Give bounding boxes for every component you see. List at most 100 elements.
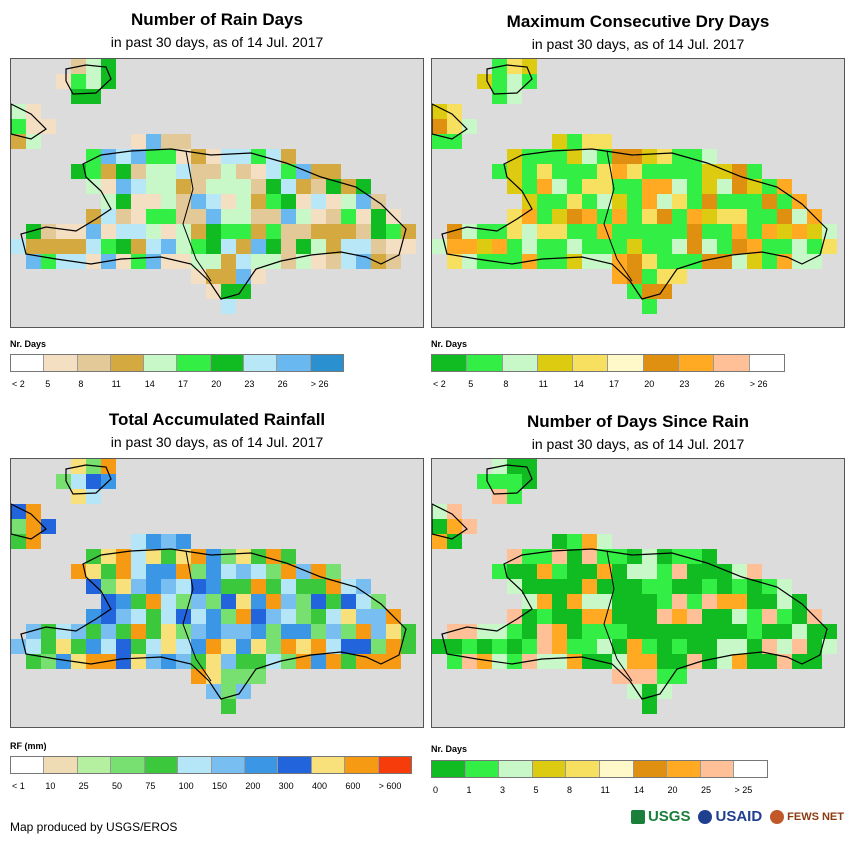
raster-cell [191, 564, 206, 579]
legend-swatch [749, 355, 784, 371]
raster-cell [86, 654, 101, 669]
raster-cell [116, 254, 131, 269]
raster-cell [732, 609, 747, 624]
raster-cell [191, 179, 206, 194]
raster-cell [642, 224, 657, 239]
raster-cell [657, 254, 672, 269]
raster-cell [161, 534, 176, 549]
raster-cell [567, 609, 582, 624]
raster-cell [176, 579, 191, 594]
raster-cell [86, 579, 101, 594]
raster-cell [672, 239, 687, 254]
legend-swatch [244, 757, 279, 773]
legend-swatch [566, 761, 600, 777]
raster-cell [341, 579, 356, 594]
raster-cell [56, 224, 71, 239]
panel-subtitle: in past 30 days, as of 14 Jul. 2017 [531, 436, 745, 452]
legend-label: 300 [278, 781, 294, 791]
raster-cell [747, 624, 762, 639]
raster-cell [642, 269, 657, 284]
raster-cell [386, 654, 401, 669]
raster-cell [567, 579, 582, 594]
raster-cell [341, 639, 356, 654]
legend-label: 8 [503, 379, 509, 389]
raster-cell [612, 164, 627, 179]
raster-cell [296, 179, 311, 194]
raster-cell [236, 549, 251, 564]
raster-cell [762, 579, 777, 594]
raster-cell [131, 194, 146, 209]
raster-cell [537, 164, 552, 179]
raster-cell [311, 654, 326, 669]
raster-cell [597, 179, 612, 194]
raster-cell [191, 639, 206, 654]
raster-cell [221, 224, 236, 239]
raster-cell [161, 579, 176, 594]
raster-cell [26, 519, 41, 534]
raster-cell [221, 164, 236, 179]
island-outline [486, 464, 533, 495]
hispaniola-outline [441, 148, 828, 300]
raster-cell [356, 639, 371, 654]
raster-cell [717, 239, 732, 254]
raster-cell [161, 654, 176, 669]
raster-cell [251, 164, 266, 179]
raster-cell [522, 239, 537, 254]
raster-cell [116, 594, 131, 609]
raster-cell [131, 579, 146, 594]
raster-cell [552, 654, 567, 669]
raster-cell [522, 164, 537, 179]
raster-cell [146, 194, 161, 209]
island-outline [11, 503, 47, 540]
haiti-dr-border [182, 150, 212, 282]
raster-cell [672, 164, 687, 179]
raster-cell [206, 224, 221, 239]
raster-cell [807, 224, 822, 239]
raster-cell [687, 149, 702, 164]
legend-swatch [177, 355, 211, 371]
legend-label: 11 [538, 379, 548, 389]
raster-cell [131, 134, 146, 149]
raster-cell [341, 224, 356, 239]
raster-cell [401, 639, 416, 654]
raster-cell [447, 254, 462, 269]
raster-cell [206, 194, 221, 209]
raster-cell [507, 209, 522, 224]
legend-bar [10, 756, 412, 774]
raster-cell [582, 654, 597, 669]
raster-cell [657, 149, 672, 164]
legend-label: 20 [644, 379, 655, 389]
raster-cell [266, 564, 281, 579]
raster-cell [717, 609, 732, 624]
raster-cell [176, 179, 191, 194]
raster-cell [762, 609, 777, 624]
usgs-logo-text: USGS [647, 808, 691, 825]
raster-cell [326, 624, 341, 639]
raster-cell [251, 194, 266, 209]
raster-cell [116, 639, 131, 654]
raster-cell [386, 639, 401, 654]
raster-cell [11, 639, 26, 654]
raster-cell [356, 224, 371, 239]
raster-cell [642, 594, 657, 609]
raster-cell [447, 224, 462, 239]
raster-cell [116, 564, 131, 579]
raster-cell [612, 269, 627, 284]
raster-cell [116, 624, 131, 639]
legend-label: 17 [609, 379, 620, 389]
raster-cell [266, 179, 281, 194]
raster-cell [146, 254, 161, 269]
raster-cell [597, 594, 612, 609]
raster-cell [26, 254, 41, 269]
raster-cell [251, 594, 266, 609]
raster-cell [762, 239, 777, 254]
raster-cell [356, 239, 371, 254]
raster-cell [702, 564, 717, 579]
raster-cell [627, 284, 642, 299]
raster-cell [131, 254, 146, 269]
raster-cell [236, 194, 251, 209]
raster-cell [236, 594, 251, 609]
raster-cell [567, 624, 582, 639]
raster-cell [41, 624, 56, 639]
raster-cell [687, 639, 702, 654]
